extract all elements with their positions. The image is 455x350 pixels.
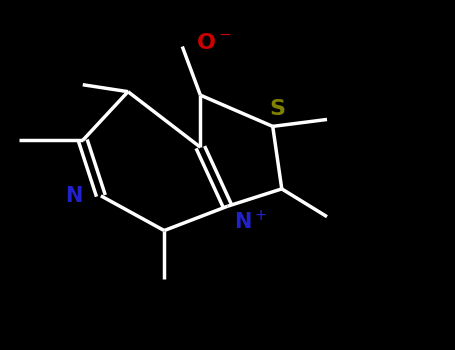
Text: N: N (66, 186, 83, 206)
Text: N$^+$: N$^+$ (234, 210, 268, 233)
Text: S: S (269, 99, 285, 119)
Text: O$^-$: O$^-$ (196, 33, 231, 53)
